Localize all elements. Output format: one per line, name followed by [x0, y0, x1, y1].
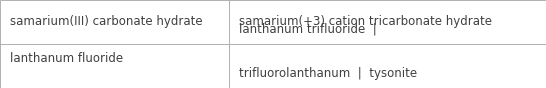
Text: lanthanum fluoride: lanthanum fluoride	[10, 52, 123, 65]
Text: lanthanum trifluoride  |: lanthanum trifluoride |	[239, 23, 377, 36]
Text: samarium(+3) cation tricarbonate hydrate: samarium(+3) cation tricarbonate hydrate	[239, 15, 492, 29]
Text: trifluorolanthanum  |  tysonite: trifluorolanthanum | tysonite	[239, 67, 417, 80]
Text: samarium(III) carbonate hydrate: samarium(III) carbonate hydrate	[10, 15, 203, 29]
